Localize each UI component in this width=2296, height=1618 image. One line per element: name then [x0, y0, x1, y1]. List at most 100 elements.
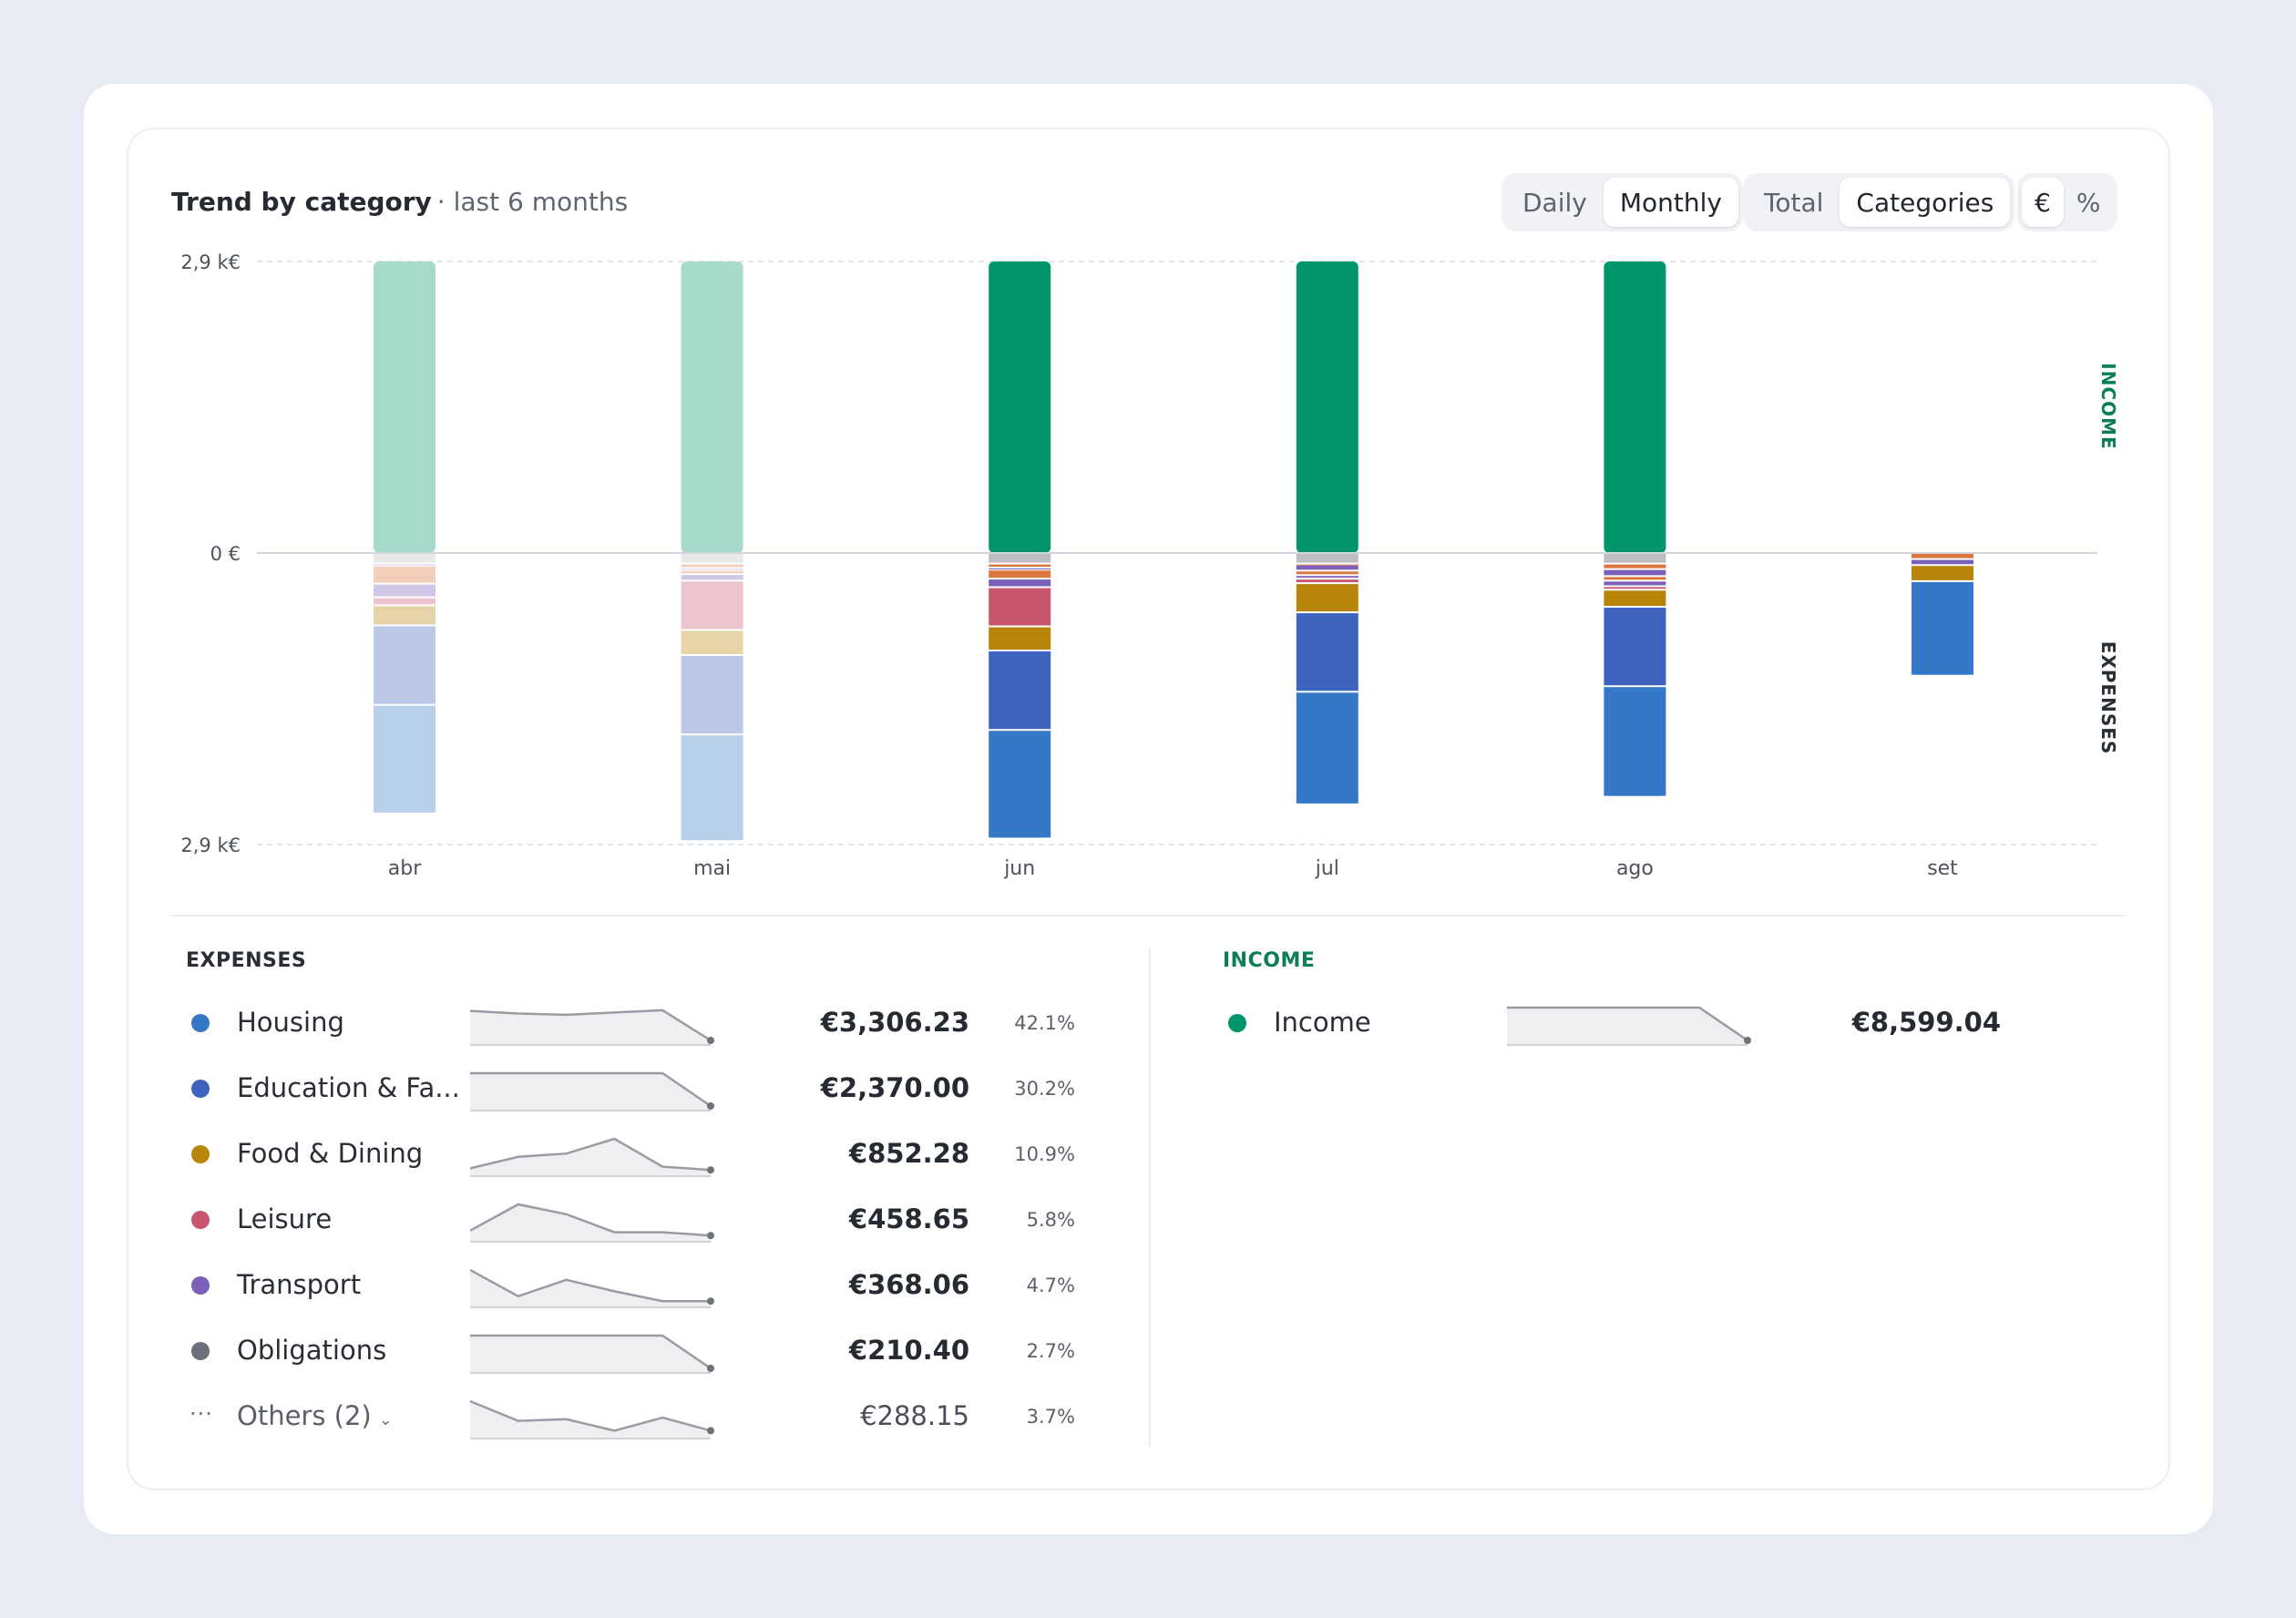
- sparkline-end-dot: [707, 1297, 714, 1306]
- bar-expense-segment: [681, 564, 743, 568]
- category-name: Food & Dining: [237, 1135, 423, 1172]
- category-name: Leisure: [237, 1201, 332, 1237]
- sparkline: [470, 1137, 714, 1177]
- sparkline-end-dot: [707, 1365, 714, 1372]
- category-name-text: Others (2): [237, 1400, 372, 1431]
- bar-expense-segment: [1296, 584, 1358, 612]
- expense-row[interactable]: Housing €3,306.23 42.1%: [186, 989, 1079, 1055]
- category-percentage: 42.1%: [1014, 1012, 1075, 1034]
- more-icon: ···: [190, 1401, 213, 1427]
- bar-expense-cap: [1912, 663, 1973, 675]
- bar-expense-segment: [374, 705, 436, 813]
- category-name: Obligations: [237, 1332, 386, 1368]
- granularity-toggle: Daily Monthly: [1502, 173, 1743, 231]
- bar-expense-segment: [1604, 554, 1666, 563]
- category-name-text: Housing: [237, 1007, 344, 1038]
- bar-expense-cap: [989, 826, 1051, 838]
- bar-expense-segment: [989, 564, 1051, 567]
- bar-expense-segment: [989, 570, 1051, 579]
- y-tick-label: 2,9 k€: [180, 835, 241, 856]
- category-amount: €8,599.04: [1851, 1007, 2001, 1038]
- x-tick-label: set: [1927, 857, 1958, 880]
- bar-expense-segment: [374, 598, 436, 605]
- sparkline-area: [470, 1401, 711, 1439]
- section-divider: [171, 915, 2125, 917]
- bar-expense-segment: [1296, 579, 1358, 583]
- sparkline: [470, 1071, 714, 1111]
- category-name: Income: [1274, 1004, 1371, 1040]
- bar-expense-cap: [374, 801, 436, 813]
- expense-row-others[interactable]: ··· Others (2) ⌄ €288.15 3.7%: [186, 1383, 1079, 1449]
- sparkline-end-dot: [707, 1232, 714, 1240]
- bar-group-jul: [1296, 261, 1358, 804]
- bar-income-mai: [681, 261, 743, 553]
- category-percentage: 30.2%: [1014, 1078, 1075, 1100]
- bar-income-ago: [1604, 261, 1666, 553]
- chart-title: Trend by category · last 6 months: [171, 184, 628, 220]
- bar-expense-segment: [1604, 564, 1666, 568]
- bar-expense-segment: [1296, 565, 1358, 570]
- total-button[interactable]: Total: [1764, 187, 1824, 218]
- bar-expense-segment: [681, 581, 743, 630]
- category-amount: €852.28: [848, 1138, 969, 1169]
- income-row[interactable]: Income €8,599.04: [1223, 989, 2001, 1055]
- bar-expense-segment: [1912, 581, 1973, 675]
- x-tick-label: abr: [388, 857, 422, 880]
- expense-row[interactable]: Leisure €458.65 5.8%: [186, 1186, 1079, 1252]
- category-color-dot: [191, 1276, 210, 1295]
- bar-expense-segment: [1604, 581, 1666, 586]
- bar-expense-segment: [681, 656, 743, 734]
- bar-expense-segment: [989, 568, 1051, 569]
- category-name-text: Leisure: [237, 1203, 333, 1234]
- percent-button[interactable]: %: [2076, 187, 2101, 218]
- expenses-axis-label: EXPENSES: [2097, 641, 2119, 755]
- chart-card: [127, 128, 2170, 1490]
- sparkline-area: [470, 1139, 711, 1176]
- bar-expense-segment: [1296, 613, 1358, 691]
- bar-income-abr: [374, 261, 436, 553]
- bar-expense-segment: [989, 554, 1051, 563]
- x-tick-label: mai: [693, 857, 731, 880]
- sparkline-line: [470, 1334, 712, 1370]
- bar-expense-segment: [1604, 577, 1666, 580]
- bar-expense-segment: [989, 627, 1051, 650]
- bar-expense-segment: [374, 626, 436, 704]
- sparkline-line: [470, 1268, 711, 1303]
- category-color-dot: [191, 1211, 210, 1229]
- chevron-down-icon[interactable]: ⌄: [378, 1410, 393, 1429]
- category-amount: €2,370.00: [820, 1072, 969, 1103]
- bar-expense-segment: [1912, 554, 1973, 558]
- euro-button[interactable]: €: [2022, 178, 2064, 227]
- bar-expense-segment: [681, 568, 743, 570]
- monthly-button[interactable]: Monthly: [1603, 178, 1738, 227]
- sparkline-end-dot: [1744, 1037, 1751, 1044]
- categories-button[interactable]: Categories: [1840, 178, 2011, 227]
- view-toggle: Total Categories: [1743, 173, 2015, 231]
- expense-row[interactable]: Food & Dining €852.28 10.9%: [186, 1121, 1079, 1186]
- bar-expense-cap: [1296, 792, 1358, 804]
- bar-expense-segment: [374, 554, 436, 563]
- category-percentage: 10.9%: [1014, 1143, 1075, 1165]
- category-color-dot: [1228, 1014, 1246, 1032]
- bar-group-jun: [989, 261, 1051, 838]
- category-percentage: 5.8%: [1026, 1209, 1075, 1231]
- bar-group-set: [1912, 554, 1973, 675]
- chart-title-text: Trend by category: [171, 187, 432, 217]
- bar-expense-segment: [989, 588, 1051, 626]
- bar-expense-segment: [989, 731, 1051, 838]
- sparkline: [470, 1399, 714, 1439]
- category-color-dot: [191, 1080, 210, 1098]
- expense-row[interactable]: Obligations €210.40 2.7%: [186, 1317, 1079, 1383]
- bar-expense-segment: [1296, 554, 1358, 563]
- daily-button[interactable]: Daily: [1522, 187, 1587, 218]
- category-amount: €210.40: [848, 1335, 969, 1366]
- expense-row[interactable]: Transport €368.06 4.7%: [186, 1252, 1079, 1317]
- bar-expense-segment: [1912, 566, 1973, 580]
- bar-expense-segment: [989, 651, 1051, 730]
- sparkline-area: [470, 1073, 711, 1111]
- category-name-text: Obligations: [237, 1335, 387, 1366]
- bar-group-mai: [681, 261, 743, 841]
- bar-expense-segment: [1912, 559, 1973, 565]
- category-color-dot: [191, 1014, 210, 1032]
- expense-row[interactable]: Education & Fa... €2,370.00 30.2%: [186, 1055, 1079, 1121]
